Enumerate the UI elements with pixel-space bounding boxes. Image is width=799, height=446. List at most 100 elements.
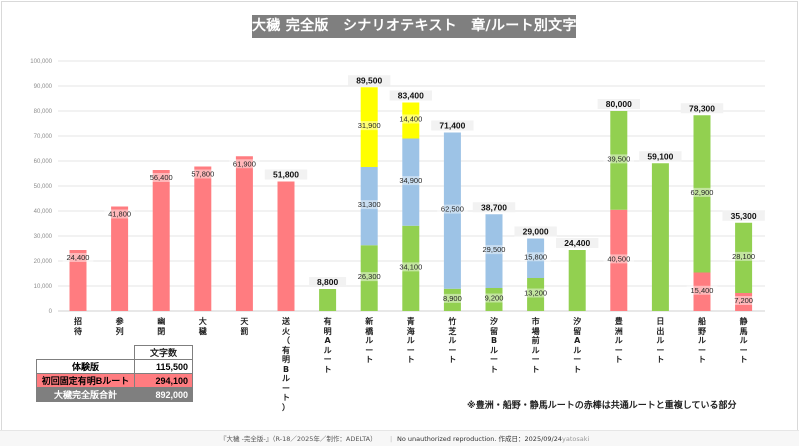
x-category-label: 豊 洲 ル ー ト: [614, 317, 623, 364]
total-label-bg: [597, 99, 640, 109]
data-label: 34,900: [399, 176, 422, 185]
x-category-label: 新 橋 ル ー ト: [365, 317, 374, 364]
x-category-label: 青 海 ル ー ト: [406, 317, 415, 364]
total-label: 78,300: [689, 103, 715, 113]
total-label: 80,000: [606, 99, 632, 109]
data-label: 40,500: [607, 254, 630, 263]
data-label-bg: [146, 173, 177, 182]
data-label: 29,500: [483, 245, 506, 254]
data-label: 56,400: [150, 173, 173, 182]
summary-label: 大穢完全版合計: [36, 387, 135, 402]
data-label-bg: [686, 285, 718, 295]
bar-segment: [693, 115, 711, 273]
data-label-bg: [354, 121, 385, 131]
bar-segment: [194, 166, 212, 311]
total-label: 71,400: [439, 121, 465, 131]
bar-segment: [111, 206, 129, 311]
total-label-bg: [309, 277, 347, 287]
data-label: 15,400: [691, 286, 714, 295]
data-label: 62,500: [441, 205, 464, 214]
total-label-bg: [472, 202, 516, 213]
chart-title: 大穢 完全版 シナリオテキスト 章/ルート別文字数: [252, 15, 591, 38]
x-category-label: 静 馬 ル ー ト: [739, 317, 748, 364]
summary-value: 892,000: [134, 387, 193, 402]
bar-segment: [527, 278, 545, 311]
data-label-bg: [354, 200, 385, 210]
data-label-bg: [520, 252, 551, 262]
bar-segment: [610, 111, 628, 210]
bar-segment: [402, 138, 420, 226]
bar-segment: [360, 245, 378, 311]
total-label: 51,800: [273, 170, 299, 180]
footer-separator: |: [390, 435, 393, 443]
data-label: 34,100: [399, 262, 422, 271]
bar-segment: [235, 156, 253, 311]
data-label-bg: [478, 245, 510, 255]
data-label: 26,300: [358, 272, 381, 281]
bar-segment: [443, 132, 461, 289]
total-label-bg: [389, 90, 432, 101]
data-labels: 24,400 41,800 56,400 57,800 61,900 51,800 8,80…: [62, 75, 765, 305]
data-label-bg: [481, 293, 507, 303]
x-category-label: 参 列: [115, 317, 124, 336]
data-label: 13,200: [524, 289, 547, 298]
bar-segment: [693, 272, 711, 311]
x-category-label: 市 場 前 ル ー ト: [531, 317, 540, 374]
data-label: 31,900: [358, 121, 381, 130]
data-label-bg: [395, 262, 426, 272]
footer-bar: 『大穢 -完全版-』（R-18／2025年／制作：ADELTA） | No un…: [0, 430, 799, 446]
total-label: 38,700: [481, 202, 507, 212]
x-category-label: 招 待: [74, 317, 82, 336]
total-label: 8,800: [317, 277, 339, 287]
x-category-label: 幽 閉: [157, 317, 166, 336]
data-label: 7,200: [734, 296, 753, 305]
bar-segment: [152, 170, 170, 311]
bar-segment: [277, 181, 295, 311]
total-label: 24,400: [564, 238, 590, 248]
x-category-label: 汐 留 B ル ー ト: [490, 317, 498, 374]
summary-label: 初回固定有明Bルート: [36, 373, 135, 388]
data-label-bg: [187, 169, 218, 179]
data-label: 24,400: [67, 253, 90, 262]
total-label-bg: [722, 210, 765, 221]
x-category-label: 船 野 ル ー ト: [698, 317, 706, 364]
x-category-label: 天 罰: [240, 317, 249, 336]
footer-credit: 『大穢 -完全版-』（R-18／2025年／制作：ADELTA）: [220, 435, 377, 443]
total-label-bg: [514, 226, 557, 237]
data-label: 31,300: [358, 200, 381, 209]
data-label-bg: [603, 254, 634, 264]
data-label-bg: [728, 251, 759, 261]
summary-value: 294,100: [134, 373, 193, 388]
x-category-label: 汐 留 A ル ー ト: [573, 317, 582, 374]
data-label-bg: [730, 296, 757, 305]
y-tick-label: 30,000: [34, 234, 53, 240]
summary-table: 文字数 体験版 115,500 初回固定有明Bルート 294,100 大穢完全版…: [36, 345, 193, 402]
total-label-bg: [348, 75, 391, 86]
total-label-bg: [431, 120, 474, 131]
bar-segment: [402, 225, 420, 311]
data-label: 8,900: [443, 294, 462, 303]
total-label: 59,100: [647, 151, 673, 161]
bar-segment: [568, 250, 586, 311]
bar-segment: [69, 250, 87, 311]
data-label-bg: [437, 204, 468, 214]
y-axis-ticks: 0 10,000 20,000 30,000 40,000 50,000 60,000 70,…: [30, 59, 52, 315]
data-label: 57,800: [191, 170, 214, 179]
bar-segment: [360, 87, 378, 167]
total-label-bg: [639, 151, 682, 162]
summary-value: 115,500: [134, 359, 193, 374]
data-label-bg: [354, 272, 385, 282]
data-label-bg: [603, 154, 634, 164]
y-tick-label: 90,000: [34, 84, 53, 90]
data-label-bg: [686, 187, 718, 197]
summary-row-first-fixed: 初回固定有明Bルート 294,100: [36, 373, 193, 388]
bar-segment: [485, 288, 503, 311]
footer-rights: No unauthorized reproduction. 作成日：2025/0…: [397, 435, 563, 443]
data-label: 9,200: [485, 294, 504, 303]
x-category-label: 竹 芝 ル ー ト: [448, 317, 457, 364]
total-label: 35,300: [731, 211, 757, 221]
data-label-bg: [62, 253, 94, 262]
total-label-bg: [264, 169, 308, 180]
bar-segment: [485, 214, 503, 288]
footnote: ※豊洲・船野・静馬ルートの赤棒は共通ルートと重複している部分: [467, 401, 737, 411]
